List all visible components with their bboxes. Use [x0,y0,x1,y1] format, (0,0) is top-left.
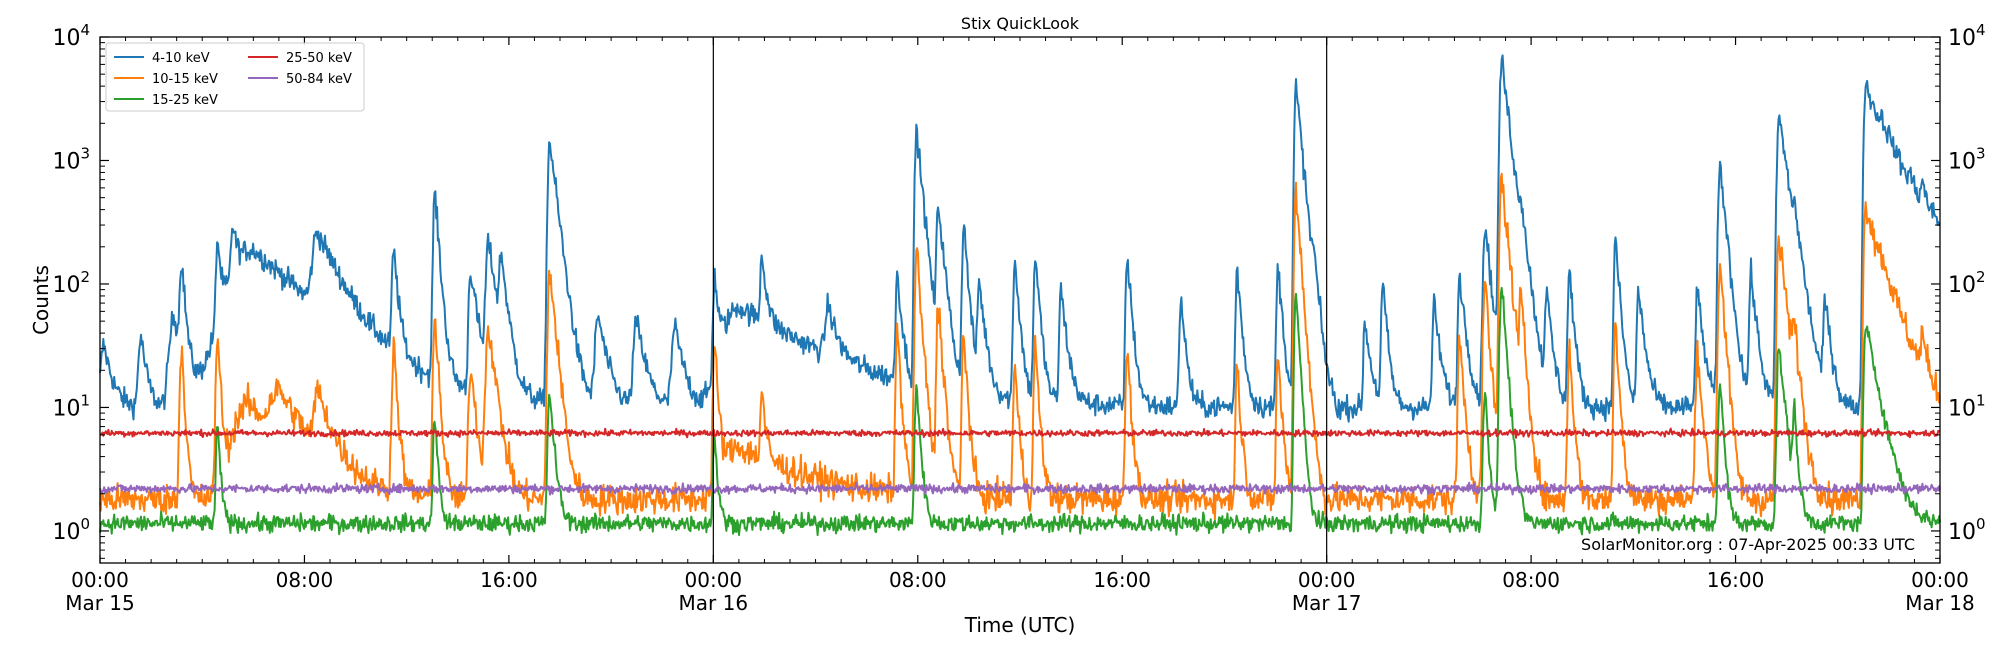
y-axis: 100 100 101 101 102 102 103 103 104 104 [52,21,1986,559]
legend-label: 10-15 keV [152,72,218,87]
x-tick-label: 08:00 [889,568,947,592]
x-tick-label: 16:00 [480,568,538,592]
y-tick-label-left: 100 [52,515,90,545]
series-line-15-25-kev [99,286,1941,537]
y-tick-label-right: 102 [1948,268,1986,298]
x-tick-label: 00:00 [1911,568,1969,592]
x-tick-date-label: Mar 17 [1292,591,1362,615]
x-tick-label: 16:00 [1707,568,1765,592]
y-tick-label-left: 103 [52,144,90,174]
y-tick-label-right: 100 [1948,515,1986,545]
series-line-25-50-kev [99,427,1941,439]
legend: 4-10 keV 10-15 keV 15-25 keV 25-50 keV 50-84… [105,42,365,112]
legend-label: 4-10 keV [152,51,210,66]
series-line-50-84-kev [99,481,1941,496]
legend-label: 15-25 keV [152,93,218,108]
x-tick-label: 00:00 [71,568,129,592]
x-axis-label: Time (UTC) [964,613,1076,637]
y-tick-label-left: 104 [52,21,90,51]
y-tick-label-right: 103 [1948,144,1986,174]
x-tick-label: 00:00 [685,568,743,592]
y-tick-label-left: 102 [52,268,90,298]
x-tick-date-label: Mar 18 [1905,591,1975,615]
chart-title: Stix QuickLook [961,14,1080,33]
annotation-text: SolarMonitor.org : 07-Apr-2025 00:33 UTC [1581,535,1915,554]
y-axis-label: Counts [29,265,53,335]
series-line-4-10-kev [99,54,1941,423]
legend-label: 25-50 keV [286,51,352,66]
day-separators [712,37,1328,563]
y-tick-label-left: 101 [52,391,90,421]
x-tick-label: 08:00 [276,568,334,592]
y-tick-label-right: 104 [1948,21,1986,51]
series-line-10-15-kev [99,172,1941,521]
y-tick-label-right: 101 [1948,391,1986,421]
x-tick-label: 00:00 [1298,568,1356,592]
series-layer [99,54,1941,537]
x-tick-label: 16:00 [1093,568,1151,592]
x-tick-date-label: Mar 16 [679,591,749,615]
legend-box [105,42,365,112]
x-tick-date-label: Mar 15 [65,591,135,615]
x-tick-label: 08:00 [1502,568,1560,592]
legend-label: 50-84 keV [286,72,352,87]
